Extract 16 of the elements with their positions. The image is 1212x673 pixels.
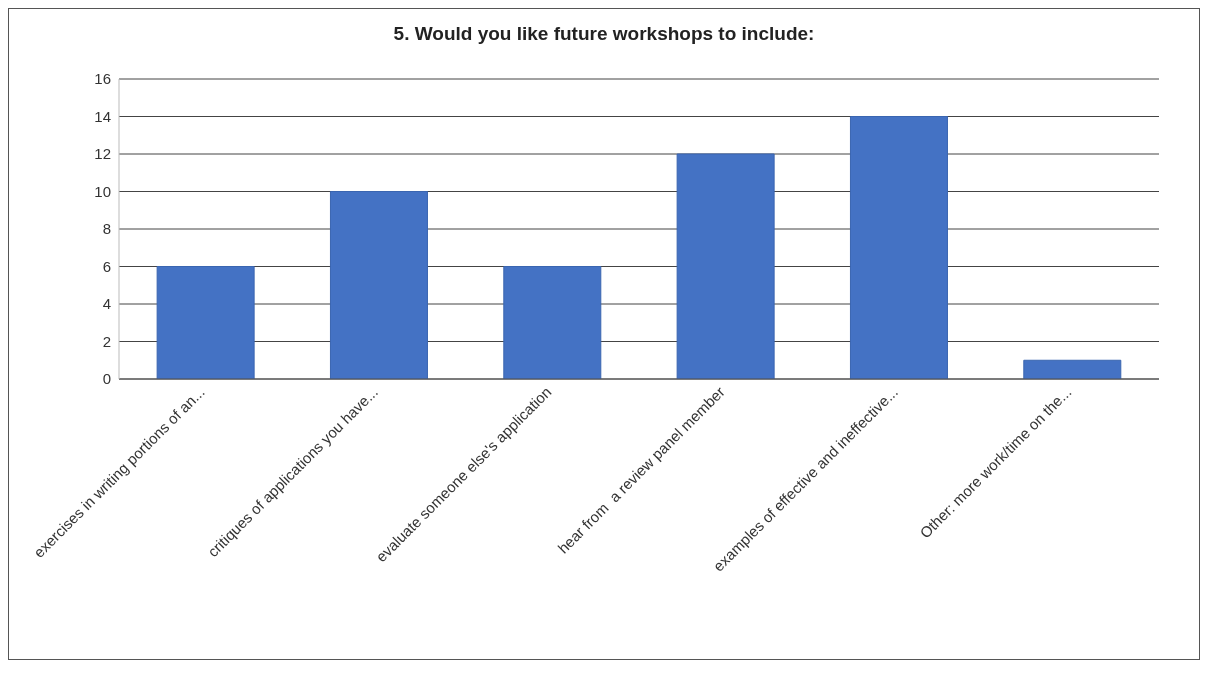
y-tick-label: 8 [102,220,111,238]
y-tick-label: 4 [102,295,111,313]
bar [676,153,775,379]
bar [329,191,428,379]
y-tick-label: 16 [94,70,111,88]
y-tick-label: 6 [102,257,111,275]
bar [156,266,255,379]
y-tick-label: 2 [102,332,111,350]
bar [1023,359,1122,379]
bar [849,116,948,379]
y-tick-label: 14 [94,107,111,125]
y-tick-label: 0 [102,370,111,388]
y-tick-label: 12 [94,145,111,163]
y-tick-label: 10 [94,182,111,200]
chart-title: 5. Would you like future workshops to include: [392,23,816,45]
bar [503,266,602,379]
